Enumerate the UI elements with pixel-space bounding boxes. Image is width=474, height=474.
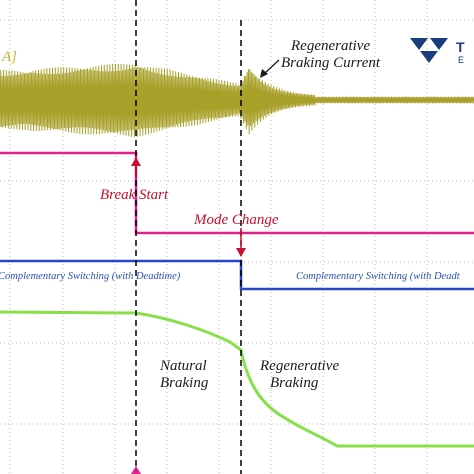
natural-braking-label-line2: Braking [160,375,209,391]
mode-change-arrow-icon [236,228,246,257]
break-start-label: Break Start [100,187,169,203]
comp-switch-right-label: Complementary Switching (with Deadt [296,271,461,282]
teledyne-logo-icon: T E [410,38,465,65]
regen-current-label-line2: Braking Current [281,55,381,71]
regen-braking-label-line2: Braking [270,375,319,391]
current-scale-label: A] [1,49,17,65]
comp-switch-left-label: Complementary Switching (with Deadtime) [0,271,181,282]
current-trace [0,63,474,138]
regen-current-label-line1: Regenerative [290,38,370,54]
mode-change-label: Mode Change [193,212,279,228]
trigger-marker-icon [131,466,141,474]
regen-braking-label-line1: Regenerative [259,358,339,374]
regen-current-pointer-icon [260,59,280,78]
natural-braking-label-line1: Natural [159,358,207,374]
break-start-arrow-icon [131,157,141,178]
speed-trace [0,310,474,448]
logo-text-1: T [456,39,465,55]
logo-text-2: E [458,55,464,65]
